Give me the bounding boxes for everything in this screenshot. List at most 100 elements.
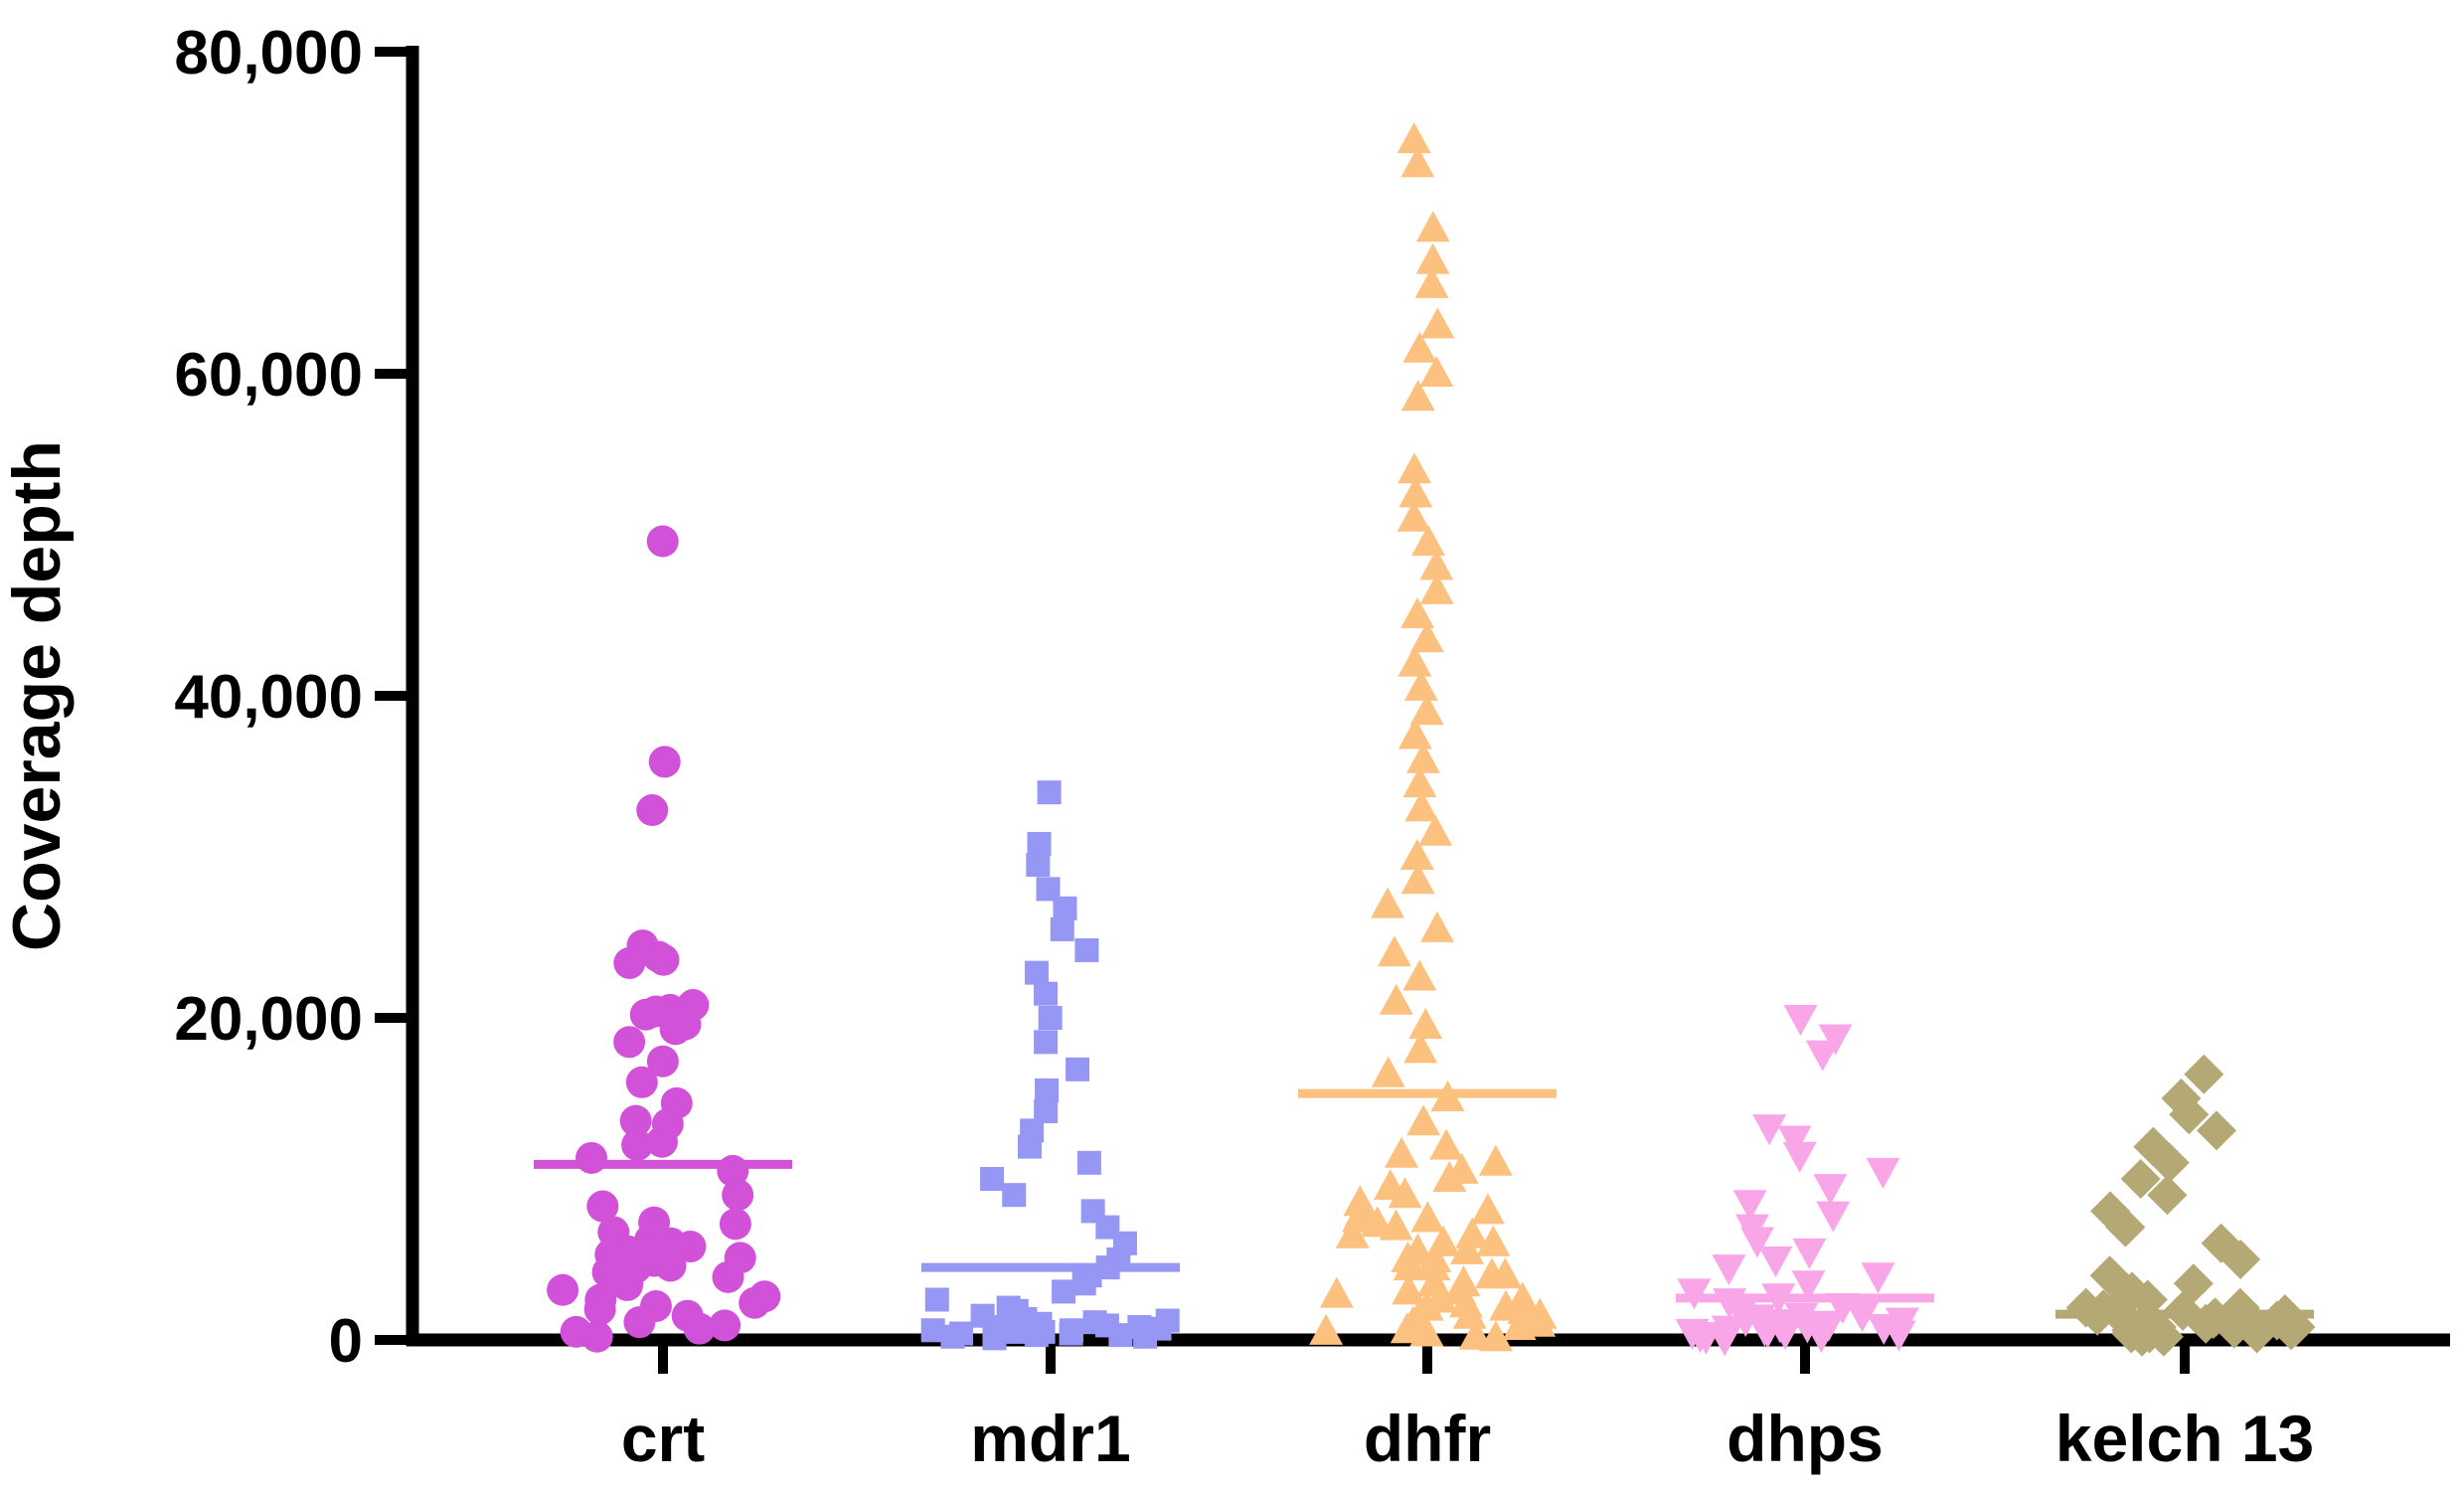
data-point xyxy=(1777,1125,1812,1157)
data-point xyxy=(1420,307,1455,339)
data-point xyxy=(613,946,646,979)
data-point xyxy=(1403,1032,1438,1064)
data-point xyxy=(1053,896,1077,920)
data-point xyxy=(1400,380,1435,412)
data-point xyxy=(1052,1279,1076,1304)
data-point xyxy=(1476,1225,1511,1256)
data-point xyxy=(1385,1136,1419,1168)
data-point xyxy=(1398,476,1433,508)
data-point xyxy=(1410,1201,1445,1233)
data-point xyxy=(1429,1128,1464,1160)
data-point xyxy=(1805,1040,1840,1072)
data-point xyxy=(722,1179,754,1212)
data-point xyxy=(1409,621,1444,653)
data-point xyxy=(654,1249,687,1282)
data-point xyxy=(1816,1201,1851,1233)
data-point xyxy=(647,943,680,976)
data-point xyxy=(1747,1315,1782,1347)
data-point xyxy=(1732,1190,1767,1222)
data-point xyxy=(1027,832,1052,857)
data-point xyxy=(1415,211,1450,243)
data-point xyxy=(1415,243,1450,274)
data-point xyxy=(2169,1094,2210,1135)
data-point xyxy=(1783,1005,1818,1036)
data-point xyxy=(586,1190,619,1223)
data-point xyxy=(1419,549,1454,581)
data-point xyxy=(739,1286,771,1319)
data-point xyxy=(1791,1270,1826,1302)
data-point xyxy=(1397,452,1432,484)
data-point xyxy=(1752,1114,1787,1146)
data-point xyxy=(1108,1323,1133,1348)
data-point xyxy=(712,1260,744,1293)
y-axis: 0 20,000 40,000 60,000 80,000 xyxy=(174,19,419,1376)
data-point xyxy=(2111,1313,2152,1354)
data-point xyxy=(1861,1262,1895,1294)
data-point xyxy=(1379,1209,1413,1241)
data-point xyxy=(924,1287,949,1312)
data-point xyxy=(1740,1227,1775,1258)
data-point xyxy=(1399,839,1434,870)
data-point xyxy=(1034,981,1059,1006)
data-point xyxy=(1066,1057,1090,1081)
x-category-label: kelch 13 xyxy=(2055,1402,2315,1475)
data-point xyxy=(1031,1319,1056,1344)
data-point xyxy=(1683,1322,1718,1354)
data-point xyxy=(1813,1174,1848,1206)
data-point xyxy=(1414,266,1449,298)
x-category-label: crt xyxy=(621,1402,705,1475)
data-point xyxy=(1034,1030,1059,1055)
data-points xyxy=(547,122,2316,1357)
data-point xyxy=(674,1231,707,1263)
data-point xyxy=(2220,1240,2261,1279)
data-point xyxy=(719,1208,751,1241)
data-point xyxy=(646,1045,679,1078)
data-point xyxy=(1446,1265,1481,1297)
data-point xyxy=(625,1066,658,1098)
data-point xyxy=(1712,1254,1746,1286)
data-point xyxy=(1377,935,1411,967)
data-point xyxy=(1419,356,1454,387)
data-point xyxy=(1133,1324,1158,1349)
data-point xyxy=(1400,863,1435,895)
data-point xyxy=(1076,1150,1101,1175)
data-point xyxy=(1708,1325,1742,1357)
data-point xyxy=(1866,1157,1900,1189)
data-point xyxy=(709,1309,741,1342)
data-point xyxy=(1050,916,1074,941)
data-point xyxy=(1335,1217,1370,1248)
data-point xyxy=(1404,790,1439,822)
data-point xyxy=(1403,669,1438,701)
data-point xyxy=(1379,983,1413,1015)
data-point xyxy=(1432,1161,1467,1192)
data-point xyxy=(1059,1318,1083,1343)
data-point xyxy=(1402,766,1437,798)
data-point xyxy=(2149,1142,2190,1183)
data-point xyxy=(2197,1110,2237,1151)
x-axis: crt mdr1 dhfr dhps kelch 13 xyxy=(407,1333,2450,1475)
data-point xyxy=(2120,1159,2161,1199)
y-tick-label: 20,000 xyxy=(174,985,363,1054)
data-point xyxy=(547,1273,579,1306)
data-point xyxy=(1478,1144,1513,1176)
data-point xyxy=(1309,1313,1344,1345)
data-point xyxy=(1790,1312,1825,1344)
x-category-label: mdr1 xyxy=(970,1402,1130,1475)
data-point xyxy=(645,1125,678,1158)
y-tick-label: 40,000 xyxy=(174,663,363,732)
data-point xyxy=(1411,525,1446,557)
data-point xyxy=(1400,146,1435,178)
data-point xyxy=(1397,645,1432,677)
data-point xyxy=(648,746,681,778)
data-point xyxy=(1396,500,1431,532)
data-point xyxy=(1758,1246,1793,1277)
data-point xyxy=(1037,780,1062,805)
data-point xyxy=(982,1326,1007,1351)
data-point xyxy=(1782,1141,1817,1173)
data-point xyxy=(611,1268,644,1301)
data-point xyxy=(1406,1104,1441,1136)
data-point xyxy=(1523,1297,1558,1329)
data-point xyxy=(575,1141,608,1174)
data-point xyxy=(1452,1297,1487,1329)
data-point xyxy=(1396,1305,1430,1337)
